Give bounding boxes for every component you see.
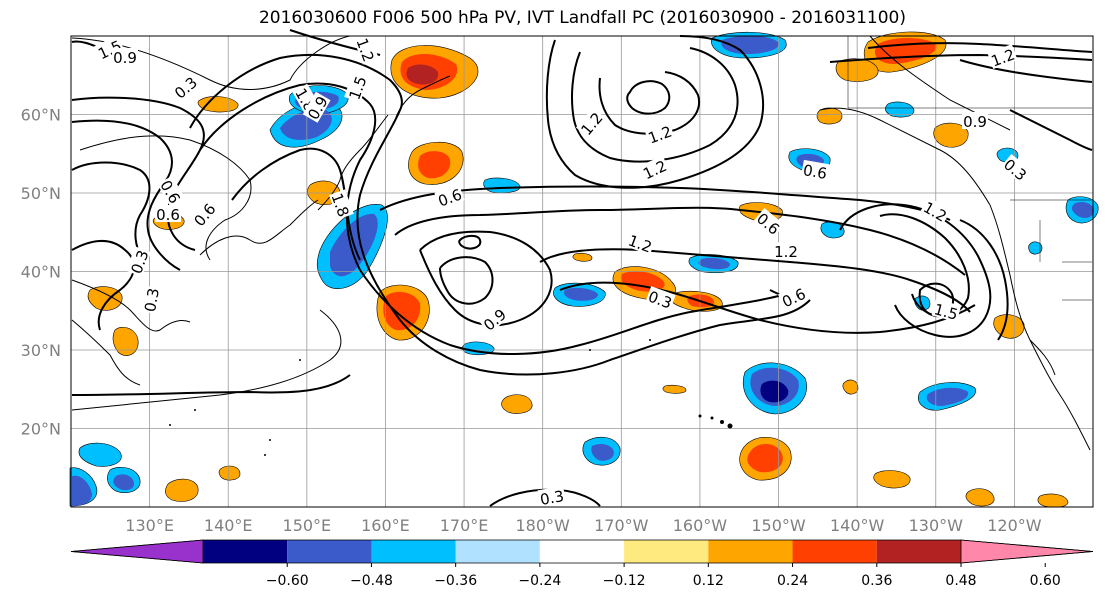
colorbar-extend-min [70, 539, 204, 564]
longitude-labels: 130°E 140°E 150°E 160°E 170°E 180°W 170°W 160°W… [125, 516, 1041, 535]
colorbar-tick-label: −0.36 [434, 573, 477, 589]
contour-label: 1.5 [932, 300, 960, 324]
contour-label-bg [434, 184, 465, 210]
longitude-label: 170°E [440, 516, 489, 535]
contour-label-bg [1000, 153, 1032, 184]
map-title: 2016030600 F006 500 hPa PV, IVT Landfall… [258, 8, 906, 28]
contour-label: 1.2 [774, 243, 798, 261]
latitude-labels: 60°N 50°N 40°N 30°N 20°N [21, 106, 61, 439]
contour-label-bg [302, 91, 331, 123]
contour-label-bg [169, 71, 201, 102]
colorbar-tick-label: −0.12 [603, 573, 646, 589]
longitude-label: 150°E [283, 516, 332, 535]
map-frame [70, 35, 1094, 508]
colorbar-segment [203, 540, 288, 563]
colorbar-segment [371, 540, 456, 563]
contour-label-bg [987, 44, 1018, 70]
longitude-label: 180°W [516, 516, 571, 535]
colorbar-segment [876, 540, 961, 563]
contour-label-bg [753, 207, 785, 238]
contour-label-bg [777, 283, 809, 310]
longitude-label: 130°W [909, 516, 964, 535]
colorbar-segment [708, 540, 793, 563]
contour-label-bg [962, 112, 988, 129]
contour-label: 0.6 [802, 161, 829, 183]
longitude-label: 140°W [830, 516, 885, 535]
contour-label-bg [188, 198, 219, 230]
contour-label: 0.3 [141, 287, 163, 314]
pv-contours [71, 29, 1093, 507]
latitude-label: 50°N [21, 184, 61, 203]
longitude-label: 120°W [987, 516, 1042, 535]
colorbar-extend-max [960, 539, 1094, 564]
contour-label-bg [112, 48, 138, 65]
longitude-label: 140°E [204, 516, 253, 535]
longitude-label: 160°E [361, 516, 410, 535]
latitude-label: 40°N [21, 263, 61, 282]
contour-label: 0.9 [113, 49, 137, 67]
islands [169, 339, 733, 456]
contour-label-bg [920, 196, 952, 225]
contour-label-bg [478, 303, 510, 334]
colorbar-tick-label: 0.48 [945, 573, 976, 589]
contour-label-bg [93, 35, 125, 62]
contour-label-bg [644, 121, 675, 147]
contour-label: 0.6 [156, 206, 180, 224]
contour-label-bg [645, 286, 676, 312]
colorbar-tick-label: 0.60 [1030, 573, 1061, 589]
colorbar-outline [70, 539, 1094, 564]
colorbar-tick-label: −0.24 [518, 573, 561, 589]
pv-anomaly-shading [69, 31, 1099, 508]
contour-label-bg [353, 34, 379, 65]
colorbar-tick-label: 0.36 [861, 573, 892, 589]
peak-positive-anomaly [406, 64, 439, 85]
contour-label-bg [931, 298, 962, 323]
contour-label-bg [139, 285, 162, 315]
peak-negative-anomaly [760, 380, 789, 403]
contour-labels: 1.50.90.3 1.8 1.50.91.20.60.6 0.60.30.30.61… [93, 34, 1032, 509]
contour-label: 0.3 [539, 487, 566, 509]
contour-label-bg [537, 485, 567, 508]
contour-label-bg [625, 230, 656, 256]
colorbar-tick-label: −0.60 [266, 573, 309, 589]
colorbar-segment [624, 540, 709, 563]
contour-label-bg [638, 155, 670, 182]
colorbar-segment [539, 540, 625, 563]
contour-label-bg [155, 205, 181, 222]
colorbar-segment [792, 540, 877, 563]
longitude-label: 160°W [673, 516, 728, 535]
longitude-label: 150°W [751, 516, 806, 535]
contour-label-bg [328, 189, 354, 220]
latitude-label: 30°N [21, 341, 61, 360]
contour-label-bg [344, 72, 370, 103]
colorbar-segment [287, 540, 372, 563]
colorbar-tick-label: 0.24 [777, 573, 808, 589]
contour-label-bg [575, 107, 606, 139]
longitude-label: 130°E [125, 516, 174, 535]
contour-label-bg [126, 246, 152, 277]
contour-label-bg [800, 159, 830, 182]
contour-label-bg [157, 175, 186, 207]
colorbar-tick-label: −0.48 [350, 573, 393, 589]
contour-label-bg [773, 242, 799, 259]
longitude-label: 170°W [594, 516, 649, 535]
latitude-label: 60°N [21, 106, 61, 125]
latitude-label: 20°N [21, 420, 61, 439]
colorbar-tick-label: 0.12 [693, 573, 724, 589]
colorbar-segment [455, 540, 540, 563]
contour-label: 0.9 [963, 113, 987, 131]
